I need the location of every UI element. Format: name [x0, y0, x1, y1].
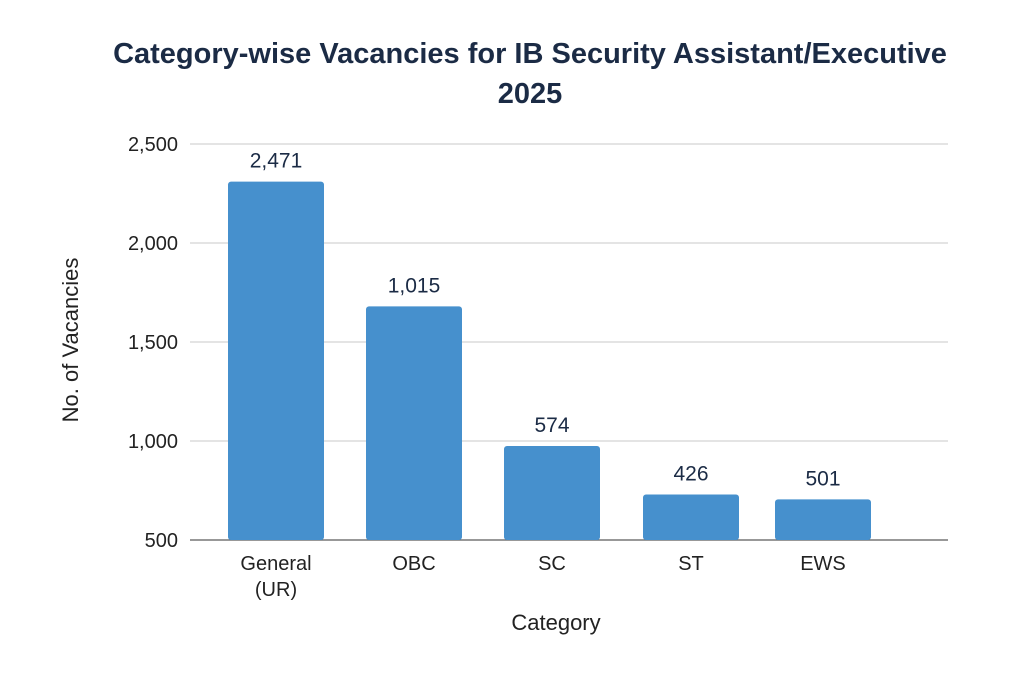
- y-tick-label: 2,000: [128, 233, 178, 255]
- bar: [228, 181, 324, 540]
- y-tick-label: 1,500: [128, 332, 178, 354]
- y-axis-label: No. of Vacancies: [58, 258, 83, 423]
- y-tick-label: 1,000: [128, 431, 178, 453]
- data-label: 426: [673, 462, 708, 485]
- x-axis-label: Category: [511, 610, 600, 635]
- bar: [366, 306, 462, 540]
- x-tick-labels: General (UR) OBC SC ST EWS: [240, 553, 845, 601]
- data-label: 2,471: [250, 150, 303, 173]
- bar: [504, 445, 600, 540]
- x-tick-label: ST: [678, 553, 704, 575]
- y-tick-labels: 500 1,000 1,500 2,000 2,500: [128, 134, 178, 552]
- x-tick-label: OBC: [392, 553, 435, 575]
- x-tick-label: EWS: [800, 553, 846, 575]
- bar: [643, 494, 739, 540]
- x-tick-label: SC: [538, 553, 566, 575]
- y-tick-label: 500: [145, 530, 178, 552]
- bar: [775, 499, 871, 540]
- x-tick-label: General (UR): [240, 553, 311, 601]
- bars: [228, 181, 871, 540]
- data-label: 1,015: [388, 274, 441, 297]
- chart-title: Category-wise Vacancies for IB Security …: [113, 38, 947, 110]
- y-tick-label: 2,500: [128, 134, 178, 156]
- data-labels: 2,471 1,015 574 426 501: [250, 150, 841, 491]
- data-label: 501: [805, 467, 840, 490]
- data-label: 574: [534, 414, 569, 437]
